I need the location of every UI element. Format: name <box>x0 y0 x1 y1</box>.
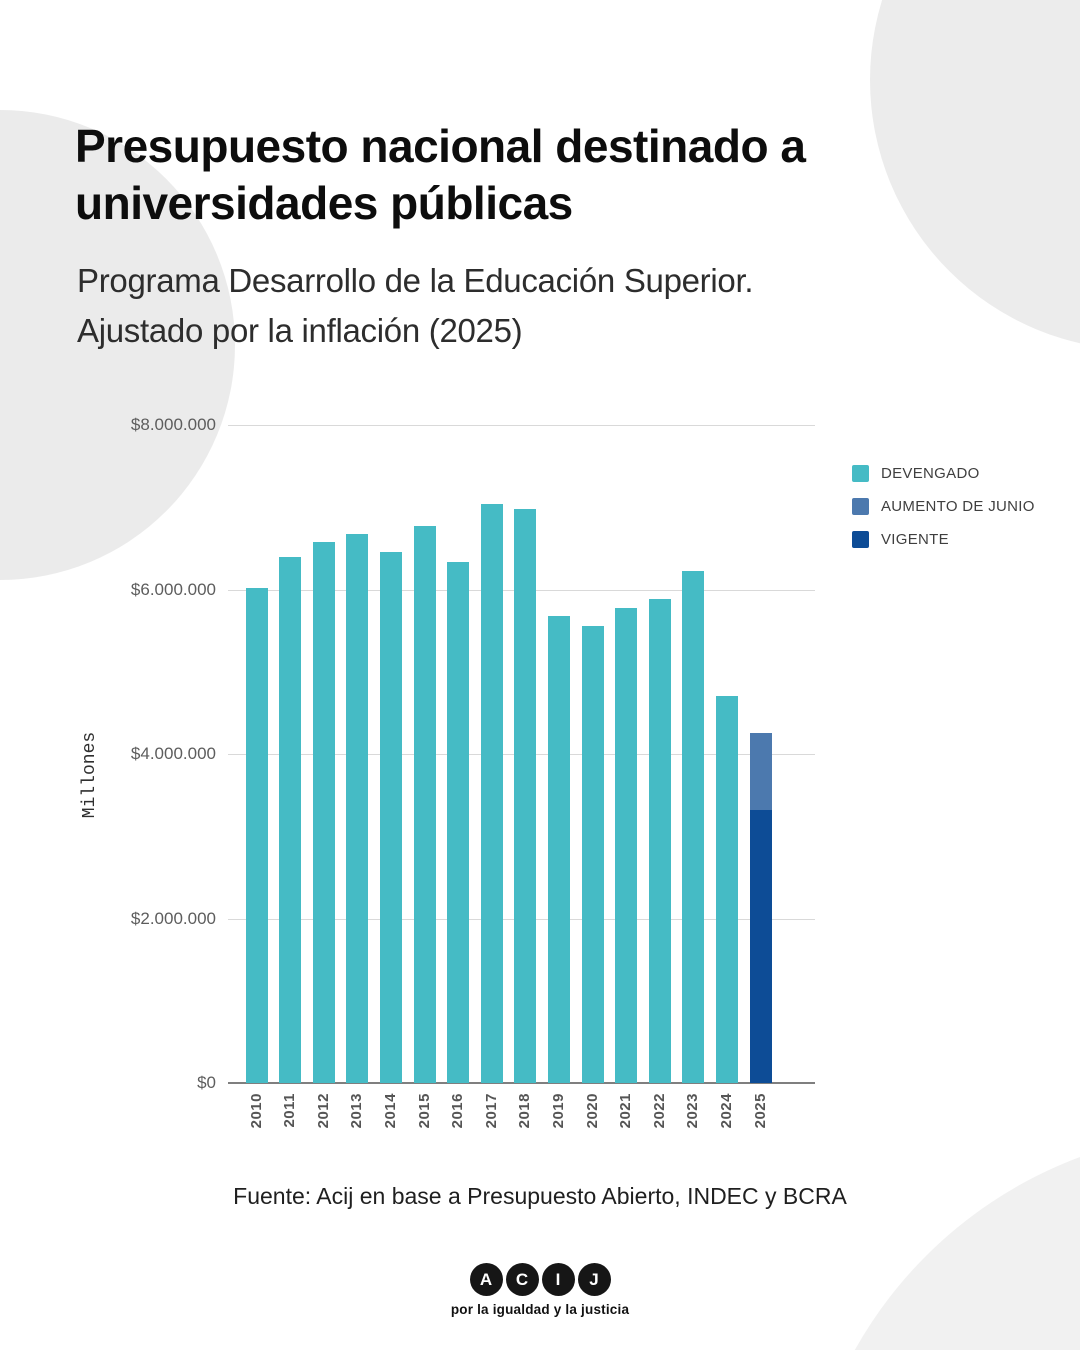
logo-letter-a: A <box>469 1263 503 1296</box>
logo-letter-c: C <box>505 1263 539 1296</box>
y-tick-label: $0 <box>197 1073 216 1092</box>
bar-2017-devengado <box>480 503 503 1083</box>
bar-2024-devengado <box>715 696 738 1083</box>
y-gridline <box>228 425 815 426</box>
legend-label: VIGENTE <box>881 531 949 548</box>
x-tick-label-2010: 2010 <box>247 1093 265 1129</box>
page-title: Presupuesto nacional destinado a univers… <box>75 118 806 232</box>
bar-2025-aumento-de-junio <box>749 733 772 810</box>
logo-letter-j: J <box>577 1263 611 1296</box>
legend-swatch-aumento-de-junio <box>852 498 869 515</box>
page-title-line-2: universidades públicas <box>75 177 573 229</box>
x-tick-label-2017: 2017 <box>482 1093 500 1129</box>
page-subtitle: Programa Desarrollo de la Educación Supe… <box>77 256 754 356</box>
y-tick-label: $4.000.000 <box>130 744 216 763</box>
bar-2021-devengado <box>615 607 638 1083</box>
bar-2016-devengado <box>447 561 470 1083</box>
bar-2022-devengado <box>648 599 671 1083</box>
acij-logo: A C I J por la igualdad y la justicia <box>0 1263 1080 1317</box>
legend-label: AUMENTO DE JUNIO <box>881 498 1035 515</box>
chart-legend: DEVENGADO AUMENTO DE JUNIO VIGENTE <box>852 465 1035 564</box>
legend-item-aumento-de-junio: AUMENTO DE JUNIO <box>852 498 1035 515</box>
x-tick-label-2013: 2013 <box>348 1093 366 1129</box>
x-tick-label-2021: 2021 <box>617 1093 635 1129</box>
acij-logo-circles: A C I J <box>469 1263 611 1296</box>
x-tick-label-2012: 2012 <box>314 1093 332 1129</box>
page-title-line-1: Presupuesto nacional destinado a <box>75 120 806 172</box>
y-tick-label: $6.000.000 <box>130 579 216 599</box>
bar-chart: $8.000.000 $6.000.000 $4.000.000 $2.000.000… <box>131 415 815 1128</box>
x-tick-label-2018: 2018 <box>516 1093 534 1129</box>
bar-2019-devengado <box>547 615 570 1083</box>
x-tick-label-2020: 2020 <box>583 1093 601 1129</box>
y-tick-label: $8.000.000 <box>130 415 216 434</box>
x-tick-label-2019: 2019 <box>549 1093 567 1129</box>
source-note: Fuente: Acij en base a Presupuesto Abier… <box>233 1183 847 1209</box>
x-tick-label-2024: 2024 <box>717 1093 735 1129</box>
legend-swatch-devengado <box>852 465 869 482</box>
x-axis-line <box>228 1082 815 1084</box>
bar-2015-devengado <box>413 526 436 1083</box>
x-tick-label-2016: 2016 <box>449 1093 467 1129</box>
page-subtitle-line-1: Programa Desarrollo de la Educación Supe… <box>77 262 754 299</box>
legend-swatch-vigente <box>852 531 869 548</box>
legend-item-devengado: DEVENGADO <box>852 465 1035 482</box>
bar-2018-devengado <box>514 508 537 1083</box>
logo-letter-i: I <box>541 1263 575 1296</box>
bar-2025-vigente <box>749 809 772 1083</box>
bar-2014-devengado <box>379 551 402 1083</box>
x-tick-label-2023: 2023 <box>684 1093 702 1129</box>
x-tick-label-2022: 2022 <box>650 1093 668 1129</box>
x-tick-label-2014: 2014 <box>381 1093 399 1129</box>
logo-tagline: por la igualdad y la justicia <box>450 1302 630 1317</box>
x-tick-label-2025: 2025 <box>751 1093 769 1129</box>
bar-2012-devengado <box>312 541 335 1083</box>
legend-item-vigente: VIGENTE <box>852 531 1035 548</box>
y-axis-title: Millones <box>80 731 100 819</box>
y-tick-label: $2.000.000 <box>130 908 216 928</box>
legend-label: DEVENGADO <box>881 465 980 482</box>
bar-2011-devengado <box>279 556 302 1083</box>
x-tick-label-2015: 2015 <box>415 1093 433 1129</box>
bar-2010-devengado <box>245 587 268 1083</box>
bar-2023-devengado <box>682 570 705 1083</box>
bar-2020-devengado <box>581 625 604 1083</box>
page-subtitle-line-2: Ajustado por la inflación (2025) <box>77 312 523 349</box>
bar-2013-devengado <box>346 533 369 1083</box>
x-tick-label-2011: 2011 <box>281 1093 299 1128</box>
